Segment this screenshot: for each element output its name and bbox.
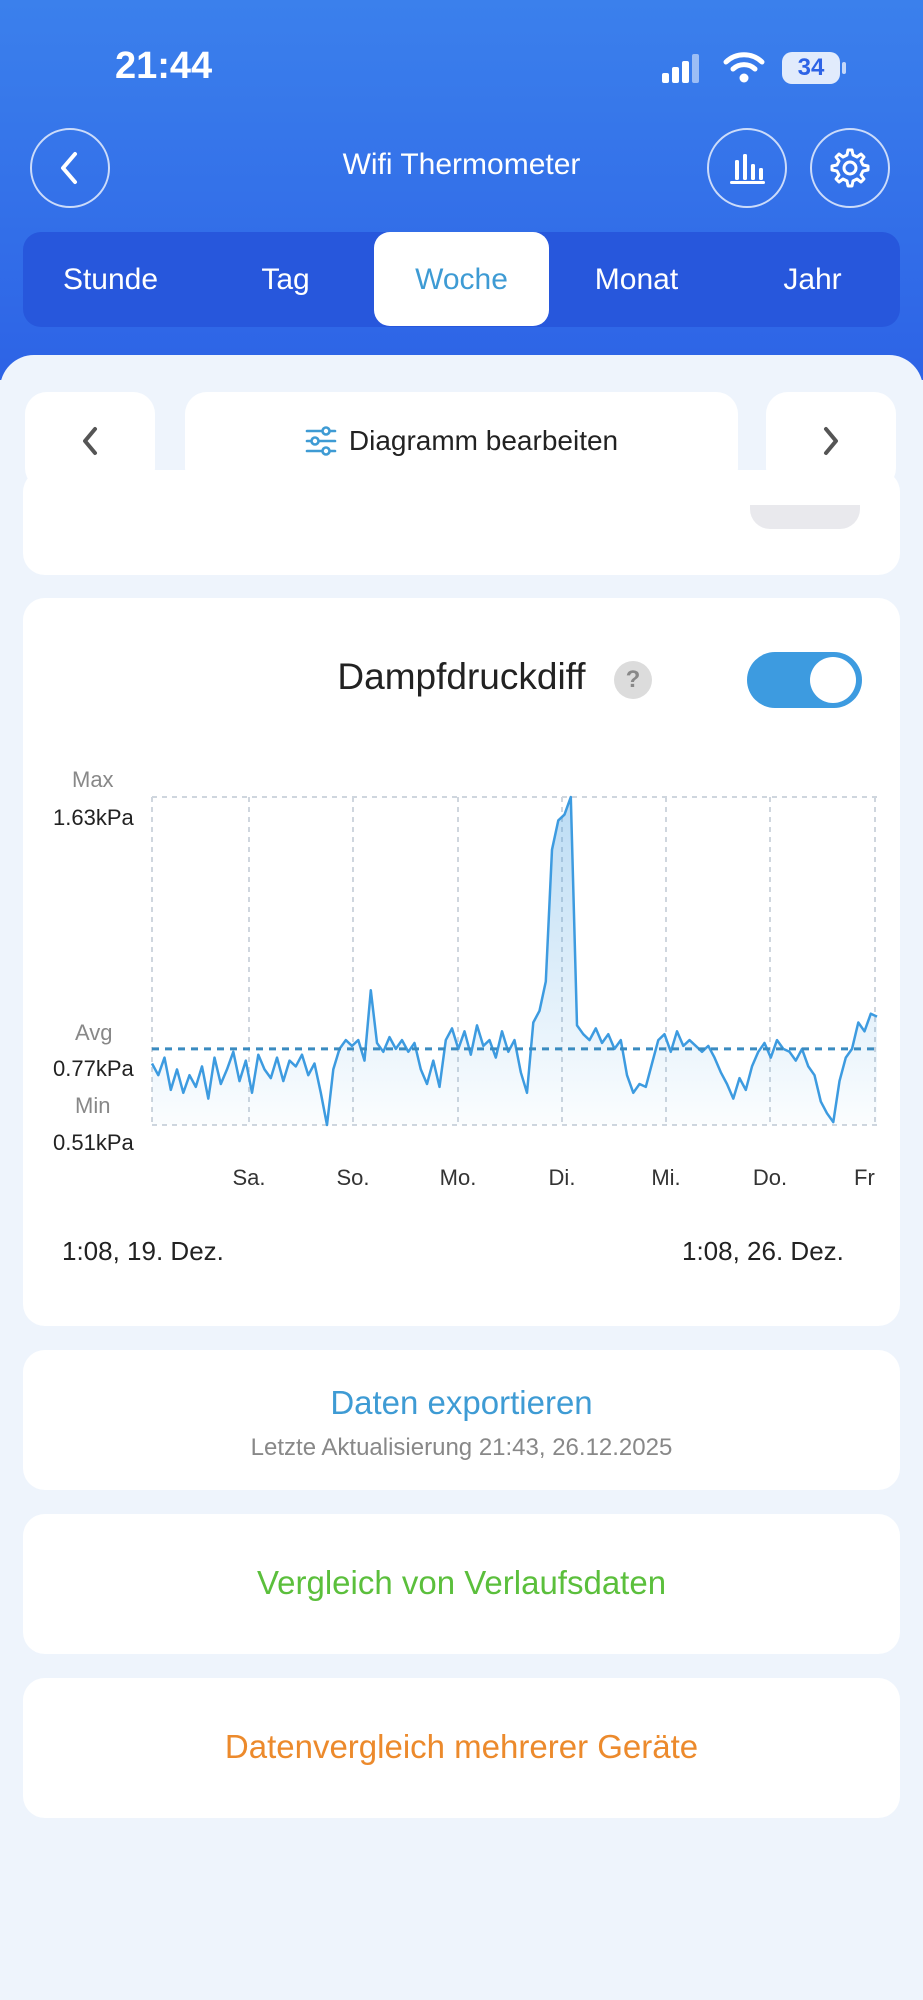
x-tick-do: Do. — [752, 1165, 788, 1190]
x-tick-di: Di. — [548, 1165, 576, 1190]
back-chevron-icon — [61, 152, 77, 184]
multi-device-compare-label: Datenvergleich mehrerer Geräte — [224, 1728, 699, 1765]
prev-period-button[interactable] — [25, 392, 155, 490]
partial-toggle[interactable] — [750, 505, 860, 529]
bar-chart-icon — [730, 154, 765, 184]
avg-value: 0.77kPa — [53, 1056, 134, 1081]
range-start: 1:08, 19. Dez. — [62, 1236, 224, 1266]
tab-jahr[interactable]: Jahr — [783, 263, 842, 296]
min-label: Min — [75, 1093, 111, 1118]
status-time: 21:44 — [115, 45, 213, 87]
next-chevron-icon — [824, 427, 838, 455]
x-tick-mi: Mi. — [651, 1165, 681, 1190]
toggle-knob — [810, 657, 856, 703]
signal-icon — [662, 54, 699, 83]
chart-toggle[interactable] — [747, 652, 862, 708]
range-end: 1:08, 26. Dez. — [682, 1236, 844, 1266]
edit-chart-label: Diagramm bearbeiten — [348, 425, 619, 456]
battery-icon: 34 — [782, 52, 840, 84]
history-compare-label: Vergleich von Verlaufsdaten — [256, 1564, 667, 1601]
max-value: 1.63kPa — [53, 805, 134, 830]
battery-tip — [842, 62, 846, 74]
next-period-button[interactable] — [766, 392, 896, 490]
prev-chevron-icon — [83, 427, 97, 455]
status-icons: 34 — [660, 50, 860, 86]
chart-title: Dampfdruckdiff — [337, 656, 586, 697]
tab-tag[interactable]: Tag — [261, 263, 310, 296]
export-data-label: Daten exportieren — [330, 1384, 593, 1421]
sliders-icon — [305, 426, 337, 456]
export-data-button[interactable]: Daten exportieren Letzte Aktualisierung … — [23, 1350, 900, 1490]
x-tick-mo: Mo. — [439, 1165, 477, 1190]
edit-chart-button[interactable]: Diagramm bearbeiten — [185, 392, 738, 490]
max-label: Max — [72, 767, 114, 792]
tab-monat[interactable]: Monat — [594, 263, 679, 296]
last-update-text: Letzte Aktualisierung 21:43, 26.12.2025 — [250, 1434, 673, 1461]
multi-device-compare-button[interactable]: Datenvergleich mehrerer Geräte — [23, 1678, 900, 1818]
wifi-icon — [723, 52, 765, 83]
help-icon[interactable]: ? — [614, 661, 652, 699]
min-value: 0.51kPa — [53, 1130, 134, 1155]
avg-label: Avg — [75, 1020, 113, 1045]
history-compare-button[interactable]: Vergleich von Verlaufsdaten — [23, 1514, 900, 1654]
x-tick-sa: Sa. — [232, 1165, 266, 1190]
period-tabs: Stunde Tag Woche Monat Jahr — [23, 232, 900, 327]
statistics-button[interactable] — [707, 128, 787, 208]
settings-button[interactable] — [810, 128, 890, 208]
gear-icon — [830, 148, 870, 188]
page-title: Wifi Thermometer — [342, 148, 581, 181]
x-tick-fr: Fr — [854, 1165, 875, 1190]
x-tick-so: So. — [336, 1165, 370, 1190]
back-button[interactable] — [30, 128, 110, 208]
tab-woche[interactable]: Woche — [374, 232, 549, 326]
tab-stunde[interactable]: Stunde — [62, 263, 159, 296]
